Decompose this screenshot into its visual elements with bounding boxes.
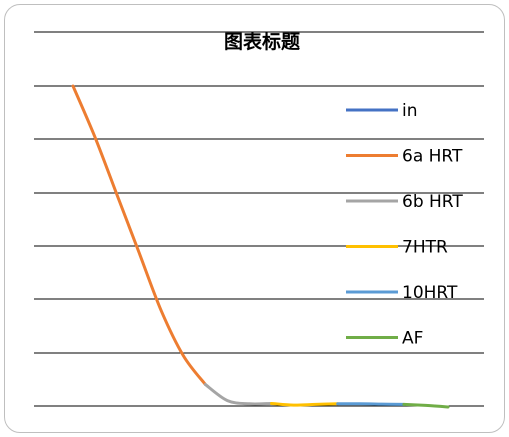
series-line-5 <box>336 402 406 406</box>
legend-label-1: in <box>402 101 418 121</box>
chart-title: 图表标题 <box>224 30 300 53</box>
series-lines <box>71 84 450 409</box>
series-line-4 <box>270 402 340 407</box>
legend-label-6: AF <box>402 329 423 349</box>
legend-label-4: 7HTR <box>402 238 448 258</box>
legend-label-2: 6a HRT <box>402 147 463 167</box>
legend-item-3: 6b HRT <box>346 192 463 212</box>
series-line-6 <box>402 402 450 409</box>
legend-item-1: in <box>346 101 418 121</box>
legend-label-5: 10HRT <box>402 283 458 303</box>
legend-item-6: AF <box>346 329 423 349</box>
series-line-3 <box>203 383 273 406</box>
chart-area <box>4 4 505 433</box>
series-line-2 <box>71 84 207 386</box>
legend: in 6a HRT 6b HRT 7HTR 10HRT AF <box>346 101 463 349</box>
legend-item-4: 7HTR <box>346 238 448 258</box>
legend-label-3: 6b HRT <box>402 192 463 212</box>
gridlines <box>34 31 484 407</box>
legend-item-2: 6a HRT <box>346 147 463 167</box>
legend-item-5: 10HRT <box>346 283 458 303</box>
